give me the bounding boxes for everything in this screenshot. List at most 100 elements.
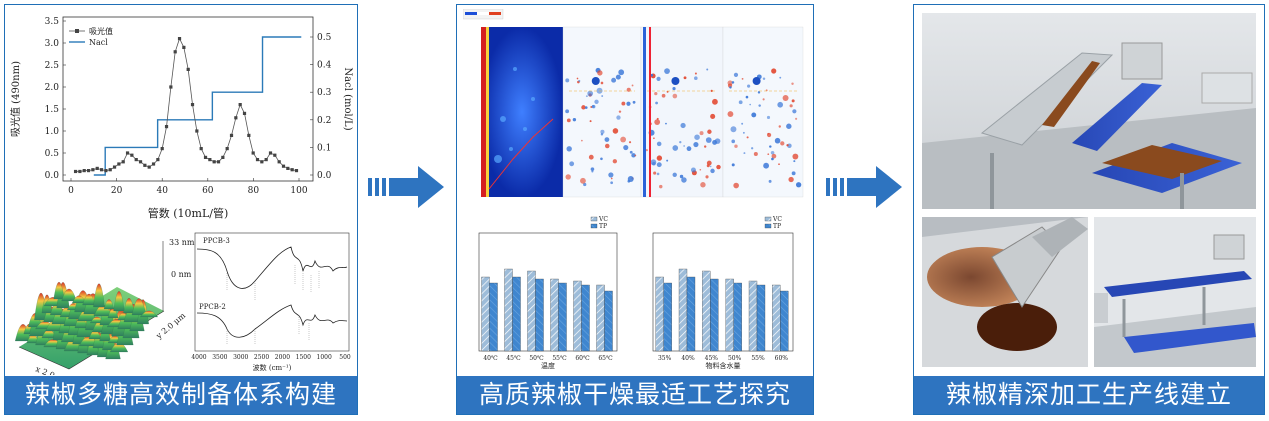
heatmap-spot [656,155,663,161]
heatmap-spot [618,69,625,76]
bar-left-legend-2: TP [599,223,607,230]
heatmap-spot [623,144,629,151]
elution-x-tick: 20 [111,186,123,196]
heatmap-spot [757,91,761,94]
bar-x-tick: 45℃ [506,355,521,362]
heatmap-spot [710,113,716,119]
bar-chart-temperature: 40℃ 45℃ 50℃ 55℃ 60℃ 65℃ VC TP 温度 [478,216,618,370]
absorbance-point [255,158,260,162]
heatmap-spot [610,177,613,180]
heatmap-spot [694,134,700,140]
heatmap-spot [572,117,577,122]
bar-x-tick: 35% [658,355,672,362]
elution-left-tick: 2.5 [45,61,60,71]
bar-right-legend-2: TP [773,223,781,230]
bar-x-tick: 55% [751,355,765,362]
heatmap-spot [659,184,663,189]
bar-right-bars [655,268,789,352]
heatmap-spot [729,86,732,89]
photo-belt-system [1094,217,1256,367]
elution-left-tick: 1.5 [45,105,60,115]
absorbance-point [221,155,225,159]
absorbance-point [99,168,104,172]
heatmap-spot [566,118,571,123]
heatmap-spot [566,146,572,152]
absorbance-point [156,158,160,162]
bar-right-frame [652,232,794,352]
ftir-label-ppcb2: PPCB-2 [199,303,226,311]
heatmap-spot [788,176,794,183]
panel-drying: 40℃ 45℃ 50℃ 55℃ 60℃ 65℃ VC TP 温度 35% 40% 45% 50%… [456,4,814,415]
bar-series-2 [663,282,672,352]
heatmap-spot [620,136,627,143]
absorbance-point [104,169,108,173]
legend-abs-label: 吸光值 [89,26,113,36]
heatmap-spot [749,103,752,106]
heatmap-spot [656,172,660,176]
elution-left-tick: 1.0 [45,127,60,137]
heatmap-spot [679,141,682,144]
absorbance-point [169,85,173,89]
ftir-x-tick: 500 [339,354,351,361]
heatmap-spot [565,78,570,83]
heatmap-spot [791,82,794,85]
heatmap-spot [672,172,677,178]
heatmap-spot [742,131,745,134]
elution-right-tick: 0.4 [317,61,332,71]
heatmap-spot [699,168,702,171]
elution-left-tick: 3.5 [45,17,60,27]
heatmap-spot [693,141,699,148]
heatmap-spot [655,101,658,105]
bar-left-legend-1: VC [598,216,608,223]
heatmap-spot [581,105,586,110]
heatmap-spot [707,129,712,134]
heatmap-spot [780,141,785,146]
heatmap-spot [771,157,774,161]
absorbance-point [225,147,229,151]
heatmap-spot [681,177,687,183]
heatmap-spot [565,109,570,114]
caption-drying: 高质辣椒干燥最适工艺探究 [457,376,813,414]
absorbance-point [290,168,294,172]
heatmap-spot [656,76,661,81]
bar-series-1 [573,280,582,352]
absorbance-point [216,160,221,164]
photo-conveyor-line [922,13,1256,209]
absorbance-point [173,50,177,54]
heatmap-spot [712,140,718,145]
heatmap-spot [699,131,704,136]
heatmap-spot [710,168,715,174]
heatmap-spot [591,104,595,108]
bar-series-1 [748,280,758,352]
elution-right-tick: 0.5 [317,33,332,43]
heatmap-spot [795,182,802,188]
heatmap-spot [653,137,655,140]
bar-series-1 [550,278,559,352]
ftir-frame [194,232,350,352]
afm-top-label: 33 nm [169,238,195,247]
afm-peak [93,283,105,308]
heatmap-spot [778,163,780,166]
heatmap-tile-2 [562,26,642,198]
bar-left-bars [481,268,613,352]
bar-series-2 [710,278,719,352]
absorbance-point [177,37,182,41]
bar-x-tick: 50% [728,355,742,362]
absorbance-point [121,160,125,164]
heatmap-spot [793,160,796,163]
heatmap-spot [791,99,795,103]
afm-x-label: x 2.0 μm [34,365,70,375]
ftir-line-ppcb3 [196,246,348,289]
heatmap-spot [611,77,617,83]
heatmap-spot [628,141,632,144]
heatmap-spot [653,171,657,175]
afm-peaks [15,282,158,360]
heatmap-figure [463,9,804,198]
ftir-x-ticks: 4000 3500 3000 2500 2000 1500 1000 500 [191,354,351,361]
bar-left-x-ticks: 40℃ 45℃ 50℃ 55℃ 60℃ 65℃ [483,355,613,362]
heatmap-spot [661,93,666,98]
afm-surface: 33 nm 0 nm x 2.0 μm y 2.0 μm [15,238,195,375]
heatmap-spot [621,101,626,106]
bar-x-tick: 55℃ [552,355,567,362]
bar-left-xlabel: 温度 [541,361,555,370]
